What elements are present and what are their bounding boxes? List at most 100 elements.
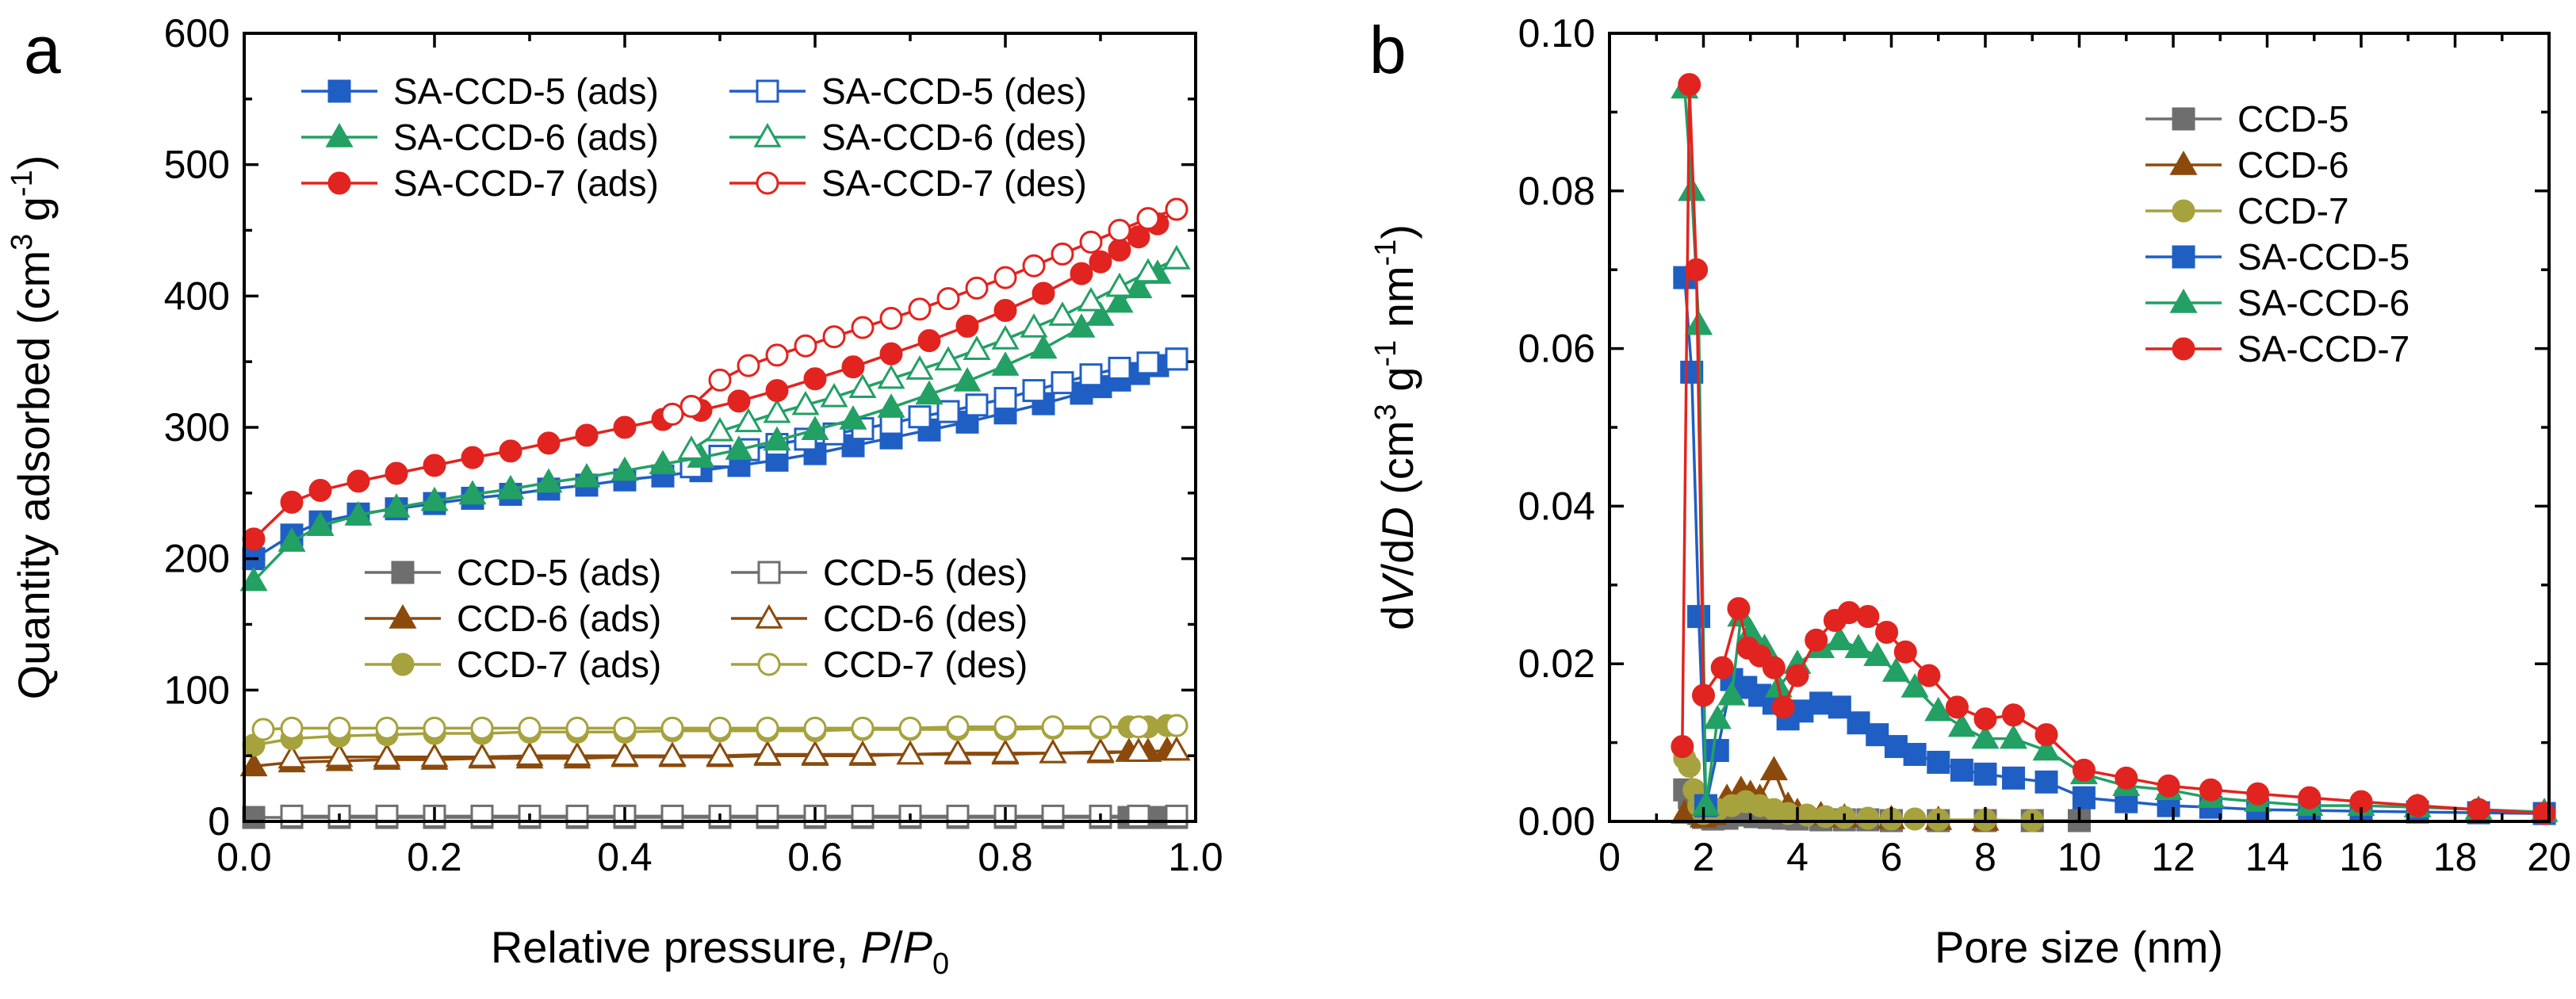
legend-label: SA-CCD-7 xyxy=(2237,328,2409,369)
data-point xyxy=(1105,288,1134,313)
data-point xyxy=(239,752,268,777)
data-point xyxy=(1127,715,1150,739)
data-point xyxy=(801,415,829,441)
panel-b-label: b xyxy=(1369,13,1407,87)
legend-entry-sa-ccd-5: SA-CCD-5 xyxy=(2145,236,2409,278)
data-point xyxy=(1086,301,1115,326)
data-point xyxy=(1032,281,1055,305)
data-point xyxy=(1847,711,1870,735)
x-title-italic-p: P xyxy=(861,922,890,972)
data-point xyxy=(1971,724,2000,749)
data-point xyxy=(2199,778,2222,802)
legend-entry-sa-ccd-6: SA-CCD-6 xyxy=(2145,282,2409,323)
data-point xyxy=(1039,738,1067,764)
y-tick-label: 600 xyxy=(164,11,230,56)
data-point xyxy=(1893,640,1917,664)
legend-label: SA-CCD-5 xyxy=(2237,236,2409,278)
data-point xyxy=(737,354,760,377)
data-point xyxy=(1927,750,1950,774)
data-point xyxy=(1165,197,1188,221)
data-point xyxy=(1705,739,1729,763)
data-point xyxy=(753,740,782,765)
x-tick-label: 0 xyxy=(1598,835,1621,879)
data-point xyxy=(879,342,903,366)
legend-marker xyxy=(327,79,351,103)
data-point xyxy=(756,804,779,828)
panel-a-plot-area xyxy=(239,197,1191,829)
data-point xyxy=(801,740,829,765)
data-point xyxy=(708,716,732,740)
data-point xyxy=(423,454,446,477)
data-point xyxy=(1108,356,1131,380)
data-point xyxy=(851,716,875,740)
data-point xyxy=(280,490,304,514)
data-point xyxy=(1070,262,1093,285)
x-tick-label: 0.8 xyxy=(978,835,1033,879)
legend-entry-sa-ccd-7: SA-CCD-7 xyxy=(2145,328,2409,369)
data-point xyxy=(1165,714,1188,737)
data-point xyxy=(2032,736,2061,761)
data-point xyxy=(458,480,487,505)
data-point xyxy=(991,325,1020,350)
legend-label: CCD-5 (des) xyxy=(823,552,1028,593)
legend-marker xyxy=(755,604,783,629)
data-point xyxy=(1089,715,1112,739)
data-point xyxy=(839,405,867,430)
data-point xyxy=(1041,715,1065,739)
x-title-italic-p0: P xyxy=(903,922,932,972)
data-point xyxy=(280,716,304,740)
panel-b-plot-area xyxy=(1671,73,2559,832)
legend-entry-ccd-7-ads: CCD-7 (ads) xyxy=(365,644,661,685)
data-point xyxy=(1837,601,1861,625)
x-tick-label: 1.0 xyxy=(1168,835,1223,879)
legend-marker xyxy=(756,171,779,195)
y-title-part: /d xyxy=(1372,539,1422,576)
y-title-part: g xyxy=(9,197,59,234)
data-point xyxy=(841,355,865,379)
data-point xyxy=(563,741,591,766)
x-tick-label: 0.2 xyxy=(407,835,462,879)
data-point xyxy=(1022,379,1046,403)
data-point xyxy=(420,742,449,767)
data-point xyxy=(905,355,934,380)
data-point xyxy=(1786,664,1809,687)
panel-b-y-axis-title: dV/dD (cm3 g-1 nm-1) xyxy=(1369,224,1422,630)
data-point xyxy=(765,343,789,367)
legend-label: SA-CCD-6 (ads) xyxy=(393,117,659,158)
y-title-sup-minus1: -1 xyxy=(1369,340,1403,367)
panel-a-legend-ccd: CCD-5 (ads) CCD-5 (des) CCD-6 (ads) CCD-6 (… xyxy=(365,552,1028,685)
data-point xyxy=(848,740,877,765)
data-point xyxy=(1710,656,1734,679)
data-point xyxy=(660,402,684,426)
data-point xyxy=(1924,696,1953,722)
data-point xyxy=(660,716,684,740)
y-title-sup-3: 3 xyxy=(6,234,39,251)
data-point xyxy=(611,456,639,481)
legend-entry-sa-ccd-6-ads: SA-CCD-6 (ads) xyxy=(301,117,659,158)
y-title-part: nm xyxy=(1372,266,1422,339)
data-point xyxy=(1108,219,1131,242)
data-point xyxy=(575,423,599,447)
data-point xyxy=(1856,806,1880,830)
legend-marker xyxy=(391,653,415,676)
data-point xyxy=(896,740,924,765)
data-point xyxy=(1079,363,1103,387)
data-point xyxy=(1691,791,1720,816)
x-title-slash: / xyxy=(890,922,903,972)
data-point xyxy=(537,431,561,455)
panel-a-legend-sa: SA-CCD-5 (ads) SA-CCD-5 (des) SA-CCD-6 (ad… xyxy=(301,71,1087,204)
data-point xyxy=(1814,805,1838,829)
legend-entry-sa-ccd-5-des: SA-CCD-5 (des) xyxy=(729,71,1087,112)
data-point xyxy=(649,450,677,475)
panel-b-x-axis-title: Pore size (nm) xyxy=(1935,922,2223,972)
data-point xyxy=(1727,597,1751,621)
series-ccd-6-des xyxy=(278,736,1191,769)
data-point xyxy=(1866,723,1889,747)
data-point xyxy=(242,527,266,551)
data-point xyxy=(613,716,637,740)
data-point xyxy=(375,716,399,740)
data-point xyxy=(468,742,496,767)
panel-a-y-axis-title: Quantity adsorbed (cm3 g-1) xyxy=(6,155,59,700)
data-point xyxy=(2002,766,2026,790)
